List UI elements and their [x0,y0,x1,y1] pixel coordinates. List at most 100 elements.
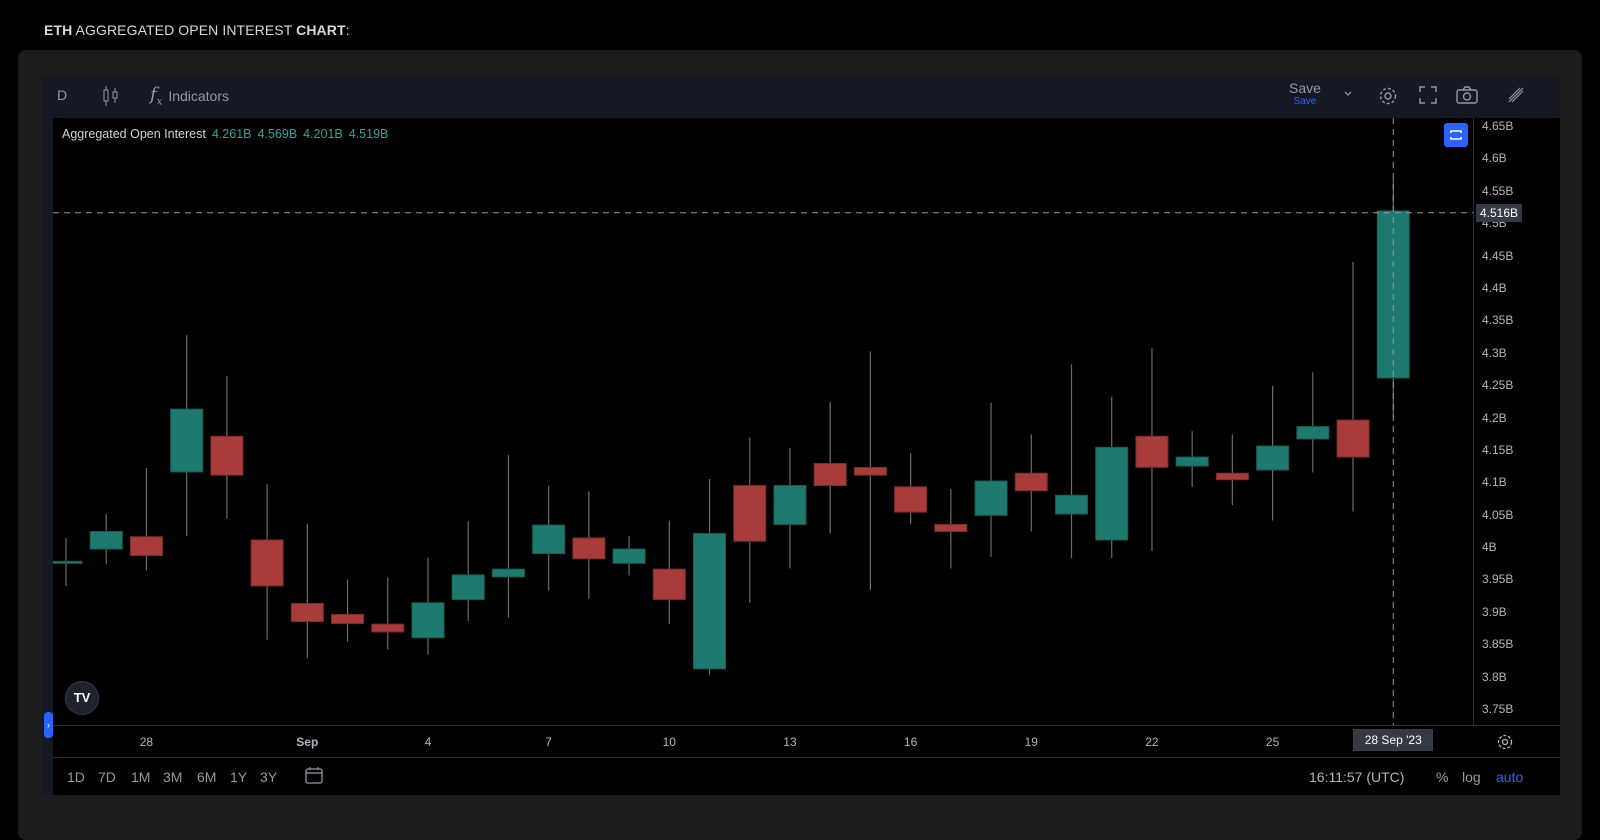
time-tick-label: 16 [903,735,918,749]
candle-body [290,602,324,623]
price-tick-label: 4B [1482,540,1497,555]
log-toggle[interactable]: log [1462,769,1481,785]
range-button-6m[interactable]: 6M [197,769,217,785]
candle [411,557,445,655]
indicators-label: Indicators [168,87,230,104]
save-label: Save [1289,80,1321,96]
candle-body [129,536,163,556]
price-tick-label: 4.55B [1482,183,1514,198]
candle [210,376,244,519]
gear-icon[interactable] [1496,733,1514,756]
candle-body [934,523,968,533]
series-legend: Aggregated Open Interest 4.261B 4.569B 4… [62,127,388,141]
chart-widget: D fx Indicators Save Save › Aggregated O… [42,75,1560,795]
page-heading: ETH AGGREGATED OPEN INTEREST CHART: [44,22,350,38]
pencil-icon[interactable] [1506,85,1526,105]
candle [1014,434,1048,532]
price-tick-label: 4.2B [1482,410,1507,425]
candle [331,579,365,642]
price-tick-label: 4.15B [1482,442,1514,457]
candle [1175,431,1209,487]
candle [371,577,405,650]
candle [89,514,123,564]
candle [853,351,887,590]
clock-readout: 16:11:57 (UTC) [1309,769,1405,785]
candle-body [1256,445,1290,471]
candle-body [1215,472,1249,481]
time-tick-label: 25 [1265,735,1280,749]
candle [1256,385,1290,521]
candle [170,335,204,537]
candle [1336,262,1370,512]
interval-button[interactable]: D [57,87,68,103]
price-tick-label: 3.9B [1482,604,1507,619]
time-tick-label: 19 [1024,735,1038,749]
candle [894,453,928,524]
candle [612,536,646,576]
price-tick-label: 3.75B [1482,702,1514,717]
candles-icon[interactable] [102,85,120,107]
candle [652,520,686,625]
legend-series-name: Aggregated Open Interest [62,127,206,141]
price-axis[interactable]: 4.65B 4.6B 4.55B 4.5B 4.45B 4.4B 4.35B 4.3B 4.25… [1473,118,1560,725]
candle [491,455,525,618]
candle-body [1336,419,1370,458]
candlestick-chart [49,118,1473,725]
range-button-7d[interactable]: 7D [98,769,116,785]
candle-body [572,537,606,560]
save-sublabel: Save [1293,96,1317,107]
candle [1296,372,1330,473]
legend-open: 4.261B [211,127,252,141]
candle [250,484,284,640]
calendar-goto-icon[interactable] [303,766,325,791]
candle-body [451,574,485,601]
expand-toolbar-handle[interactable]: › [44,712,53,738]
candle-body [331,613,365,625]
auto-toggle[interactable]: auto [1496,769,1524,785]
legend-high: 4.569B [257,127,298,141]
candle [693,479,727,675]
bottom-bar: 16:11:57 (UTC) % log auto 1D 7D 1M 3M 6M 1Y 3Y [53,757,1560,795]
candle-body [974,480,1008,516]
camera-icon[interactable] [1455,85,1479,105]
fx-icon: fx [150,84,163,108]
time-tick-label: 4 [424,735,432,749]
chevron-down-icon[interactable] [1342,87,1354,99]
price-tick-label: 4.05B [1482,507,1514,522]
save-button[interactable]: Save Save [1289,81,1321,107]
fullscreen-icon[interactable] [1418,85,1438,105]
price-tick-label: 3.95B [1482,572,1514,587]
range-button-3m[interactable]: 3M [163,769,183,785]
price-tick-label: 4.65B [1482,119,1514,133]
percent-toggle[interactable]: % [1436,769,1449,785]
range-button-1d[interactable]: 1D [67,769,85,785]
time-axis[interactable]: 28 Sep 4 7 10 13 16 19 22 25 28 Sep '23 [53,725,1560,757]
candle [290,523,324,658]
gear-icon[interactable] [1377,85,1399,107]
sync-icon [1450,130,1462,140]
range-button-1y[interactable]: 1Y [230,769,248,785]
range-button-1m[interactable]: 1M [131,769,151,785]
candle [1095,396,1129,559]
candle-body [89,531,123,550]
chart-pane[interactable]: Aggregated Open Interest 4.261B 4.569B 4… [49,118,1473,725]
candle [532,486,566,591]
scroll-to-realtime-button[interactable] [1444,123,1468,147]
candle [733,437,767,603]
legend-close: 4.519B [348,127,389,141]
tradingview-logo[interactable]: TV [65,681,99,715]
candle-body [411,602,445,639]
candle [1135,348,1169,551]
price-tick-label: 3.8B [1482,669,1507,684]
time-tick-label: 28 [139,735,154,749]
price-tick-label: 3.85B [1482,637,1514,652]
candle-body [1014,472,1048,492]
time-tick-label: Sep [296,735,319,749]
candle-body [1095,446,1129,541]
range-button-3y[interactable]: 3Y [260,769,278,785]
crosshair-date-label: 28 Sep '23 [1353,729,1434,751]
candle-body [491,568,525,578]
candle-body [853,466,887,476]
indicators-button[interactable]: fx Indicators [150,84,229,108]
candle-body [612,548,646,564]
